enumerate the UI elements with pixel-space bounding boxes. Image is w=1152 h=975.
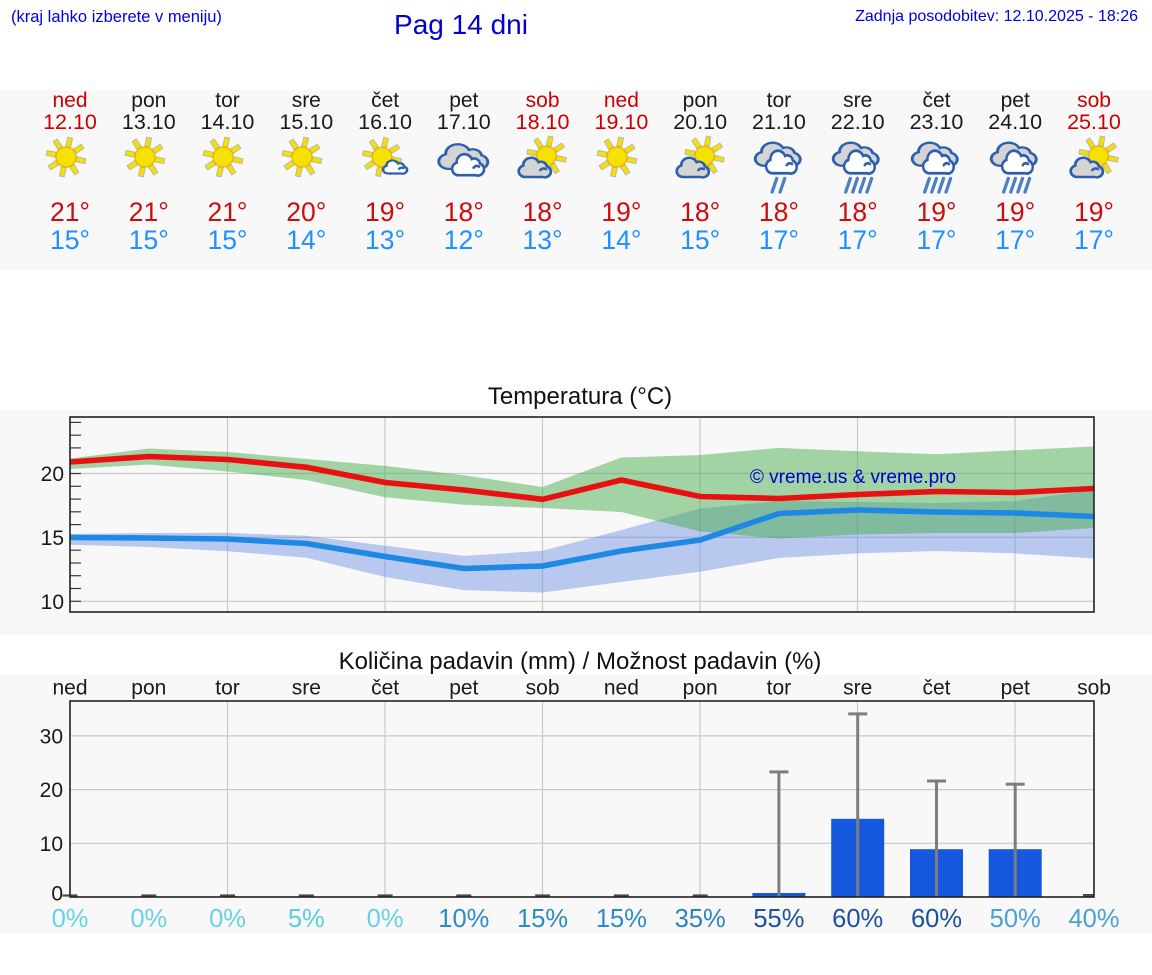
svg-text:40%: 40%	[1068, 905, 1119, 933]
svg-text:0%: 0%	[130, 905, 167, 933]
svg-text:0%: 0%	[52, 905, 89, 933]
svg-text:5%: 5%	[288, 905, 325, 933]
svg-text:60%: 60%	[832, 905, 883, 933]
svg-text:ned: ned	[604, 677, 639, 700]
svg-text:30: 30	[40, 726, 63, 749]
svg-text:pet: pet	[449, 677, 478, 700]
svg-text:35%: 35%	[675, 905, 726, 933]
svg-text:pon: pon	[683, 677, 718, 700]
svg-text:10: 10	[40, 833, 63, 856]
svg-text:15%: 15%	[517, 905, 568, 933]
svg-text:50%: 50%	[990, 905, 1041, 933]
svg-text:0: 0	[51, 883, 63, 906]
svg-text:© vreme.us & vreme.pro: © vreme.us & vreme.pro	[750, 467, 956, 488]
svg-text:pon: pon	[131, 677, 166, 700]
svg-text:60%: 60%	[911, 905, 962, 933]
svg-text:sre: sre	[292, 677, 321, 700]
svg-text:čet: čet	[922, 677, 950, 700]
svg-text:20: 20	[40, 779, 63, 802]
svg-text:sob: sob	[526, 677, 560, 700]
svg-text:ned: ned	[52, 677, 87, 700]
svg-text:10: 10	[41, 591, 64, 614]
svg-text:20: 20	[41, 463, 64, 486]
svg-text:tor: tor	[215, 677, 240, 700]
svg-text:čet: čet	[371, 677, 399, 700]
svg-text:15%: 15%	[596, 905, 647, 933]
svg-text:tor: tor	[767, 677, 792, 700]
svg-text:15: 15	[41, 527, 64, 550]
svg-text:0%: 0%	[367, 905, 404, 933]
svg-text:55%: 55%	[753, 905, 804, 933]
svg-text:pet: pet	[1001, 677, 1030, 700]
svg-text:sob: sob	[1077, 677, 1111, 700]
svg-text:sre: sre	[843, 677, 872, 700]
svg-text:0%: 0%	[209, 905, 246, 933]
svg-text:10%: 10%	[438, 905, 489, 933]
